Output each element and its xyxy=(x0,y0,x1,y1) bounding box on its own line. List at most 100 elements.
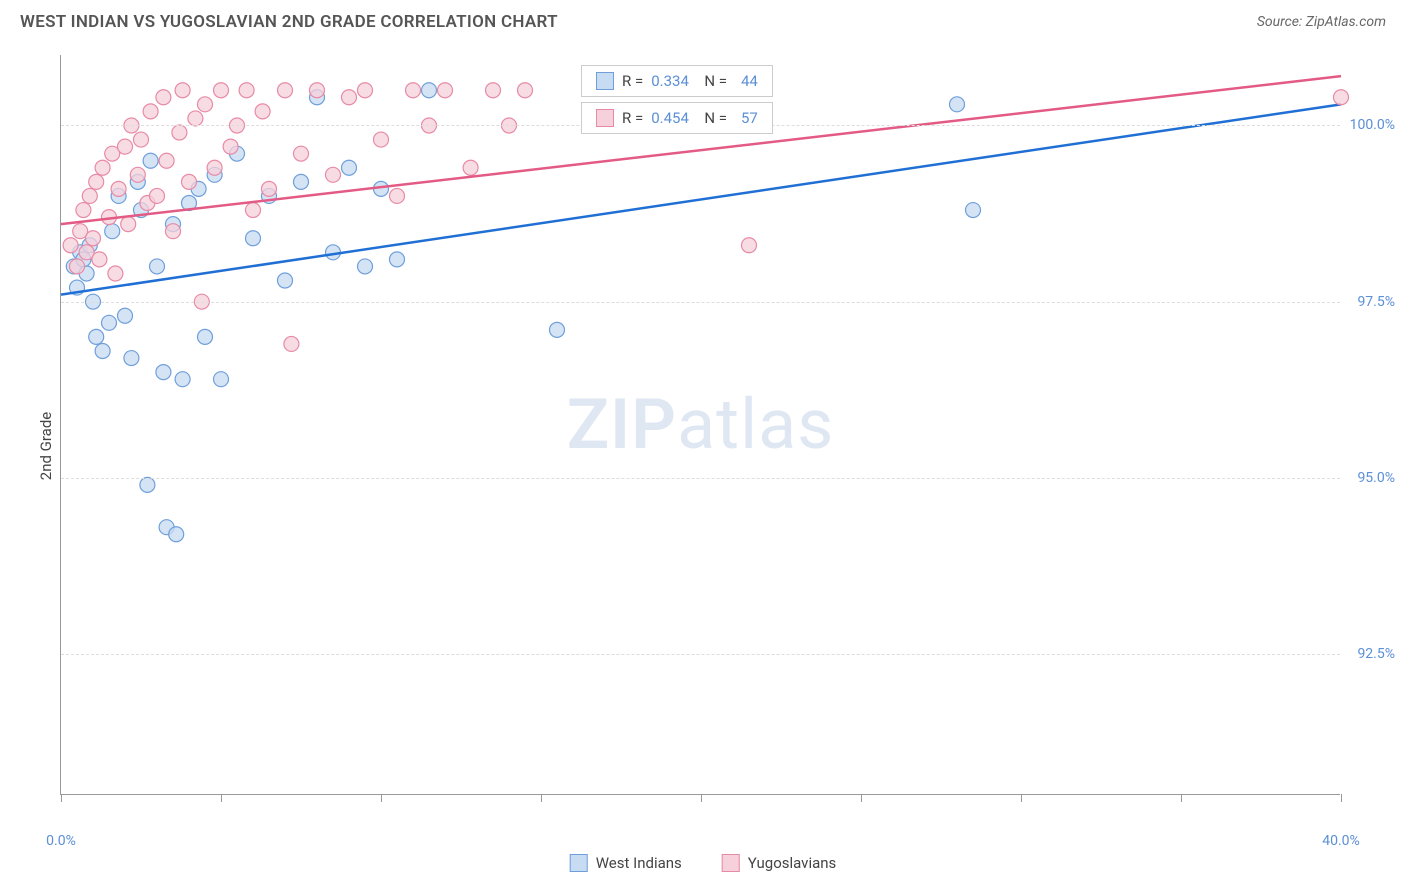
y-tick-label: 100.0% xyxy=(1350,117,1395,133)
chart-plot-area: ZIPatlas 92.5%95.0%97.5%100.0%0.0%40.0%R… xyxy=(60,55,1340,795)
scatter-point xyxy=(159,153,174,168)
scatter-point xyxy=(294,174,309,189)
scatter-point xyxy=(326,167,341,182)
scatter-point xyxy=(156,365,171,380)
y-tick-label: 95.0% xyxy=(1357,470,1395,486)
scatter-point xyxy=(463,160,478,175)
scatter-point xyxy=(374,132,389,147)
scatter-point xyxy=(294,146,309,161)
scatter-point xyxy=(95,344,110,359)
trend-line xyxy=(61,76,1341,224)
scatter-point xyxy=(143,104,158,119)
source-label: Source: xyxy=(1257,14,1302,30)
n-value: 44 xyxy=(741,72,758,90)
scatter-point xyxy=(486,83,501,98)
scatter-point xyxy=(102,315,117,330)
scatter-point xyxy=(246,231,261,246)
scatter-point xyxy=(156,90,171,105)
scatter-point xyxy=(182,174,197,189)
source-attribution: Source: ZipAtlas.com xyxy=(1257,14,1386,30)
scatter-point xyxy=(518,83,533,98)
scatter-point xyxy=(118,139,133,154)
r-label: R = xyxy=(622,72,643,90)
legend-swatch xyxy=(722,854,740,872)
scatter-point xyxy=(1334,90,1349,105)
chart-title: WEST INDIAN VS YUGOSLAVIAN 2ND GRADE COR… xyxy=(20,12,558,32)
scatter-point xyxy=(214,83,229,98)
scatter-point xyxy=(284,336,299,351)
scatter-point xyxy=(134,132,149,147)
scatter-point xyxy=(111,181,126,196)
scatter-point xyxy=(121,217,136,232)
x-tick xyxy=(1021,794,1022,802)
gridline xyxy=(61,654,1340,655)
x-tick xyxy=(381,794,382,802)
r-value: 0.454 xyxy=(651,109,689,127)
x-tick xyxy=(61,794,62,802)
scatter-point xyxy=(76,203,91,218)
x-tick xyxy=(1341,794,1342,802)
correlation-legend-row: R = 0.454 N = 57 xyxy=(581,102,773,134)
scatter-point xyxy=(438,83,453,98)
gridline xyxy=(61,302,1340,303)
legend-swatch xyxy=(596,109,614,127)
y-axis-label: 2nd Grade xyxy=(37,412,55,480)
x-tick xyxy=(701,794,702,802)
scatter-point xyxy=(70,259,85,274)
scatter-point xyxy=(89,174,104,189)
scatter-point xyxy=(342,90,357,105)
legend-swatch xyxy=(570,854,588,872)
scatter-point xyxy=(207,160,222,175)
legend-label: Yugoslavians xyxy=(748,854,837,872)
scatter-point xyxy=(239,83,254,98)
n-label: N = xyxy=(697,72,727,90)
scatter-point xyxy=(223,139,238,154)
chart-header: WEST INDIAN VS YUGOSLAVIAN 2ND GRADE COR… xyxy=(0,0,1406,40)
x-tick-label: 40.0% xyxy=(1322,833,1360,849)
legend-item: West Indians xyxy=(570,854,682,872)
bottom-legend: West Indians Yugoslavians xyxy=(570,854,837,872)
scatter-point xyxy=(188,111,203,126)
scatter-point xyxy=(198,97,213,112)
gridline xyxy=(61,478,1340,479)
scatter-point xyxy=(124,351,139,366)
scatter-point xyxy=(82,188,97,203)
r-value: 0.334 xyxy=(651,72,689,90)
scatter-point xyxy=(742,238,757,253)
x-tick xyxy=(221,794,222,802)
scatter-point xyxy=(358,83,373,98)
legend-item: Yugoslavians xyxy=(722,854,837,872)
scatter-point xyxy=(140,477,155,492)
legend-swatch xyxy=(596,72,614,90)
scatter-point xyxy=(150,259,165,274)
scatter-point xyxy=(175,372,190,387)
scatter-point xyxy=(966,203,981,218)
scatter-point xyxy=(950,97,965,112)
scatter-point xyxy=(246,203,261,218)
scatter-point xyxy=(150,188,165,203)
scatter-point xyxy=(108,266,123,281)
legend-label: West Indians xyxy=(596,854,682,872)
x-tick xyxy=(1181,794,1182,802)
scatter-point xyxy=(262,181,277,196)
scatter-point xyxy=(358,259,373,274)
scatter-point xyxy=(390,252,405,267)
correlation-legend-row: R = 0.334 N = 44 xyxy=(581,65,773,97)
scatter-point xyxy=(198,329,213,344)
scatter-point xyxy=(166,224,181,239)
scatter-point xyxy=(550,322,565,337)
scatter-point xyxy=(169,527,184,542)
n-value: 57 xyxy=(741,109,758,127)
x-tick xyxy=(861,794,862,802)
scatter-point xyxy=(406,83,421,98)
source-value: ZipAtlas.com xyxy=(1306,14,1386,30)
scatter-point xyxy=(92,252,107,267)
n-label: N = xyxy=(697,109,727,127)
scatter-point xyxy=(172,125,187,140)
scatter-point xyxy=(214,372,229,387)
scatter-point xyxy=(422,83,437,98)
scatter-point xyxy=(278,83,293,98)
x-tick-label: 0.0% xyxy=(46,833,76,849)
x-tick xyxy=(541,794,542,802)
y-tick-label: 92.5% xyxy=(1357,646,1395,662)
